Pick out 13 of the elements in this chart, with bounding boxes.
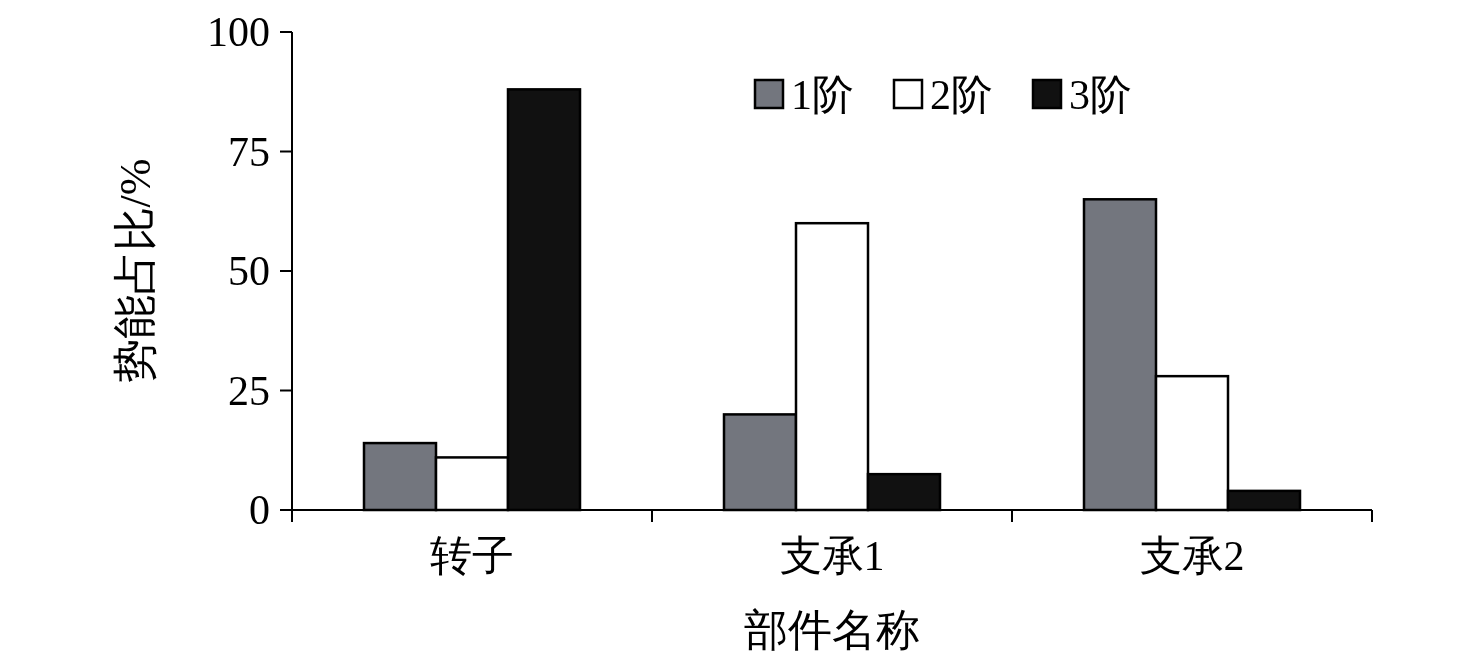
y-tick-label: 25 bbox=[228, 367, 270, 414]
legend-label: 2阶 bbox=[930, 72, 993, 118]
legend-label: 1阶 bbox=[791, 72, 854, 118]
x-axis-title: 部件名称 bbox=[744, 606, 920, 655]
y-tick-label: 100 bbox=[207, 9, 270, 55]
legend-label: 3阶 bbox=[1069, 72, 1132, 118]
y-tick-label: 50 bbox=[228, 248, 270, 294]
y-tick-label: 75 bbox=[228, 128, 270, 175]
y-axis-title: 势能占比/% bbox=[111, 158, 160, 384]
y-tick-label: 0 bbox=[249, 487, 270, 533]
x-tick-label: 支承1 bbox=[779, 533, 885, 579]
x-tick-label: 转子 bbox=[430, 533, 514, 579]
x-tick-label: 支承2 bbox=[1139, 533, 1245, 579]
